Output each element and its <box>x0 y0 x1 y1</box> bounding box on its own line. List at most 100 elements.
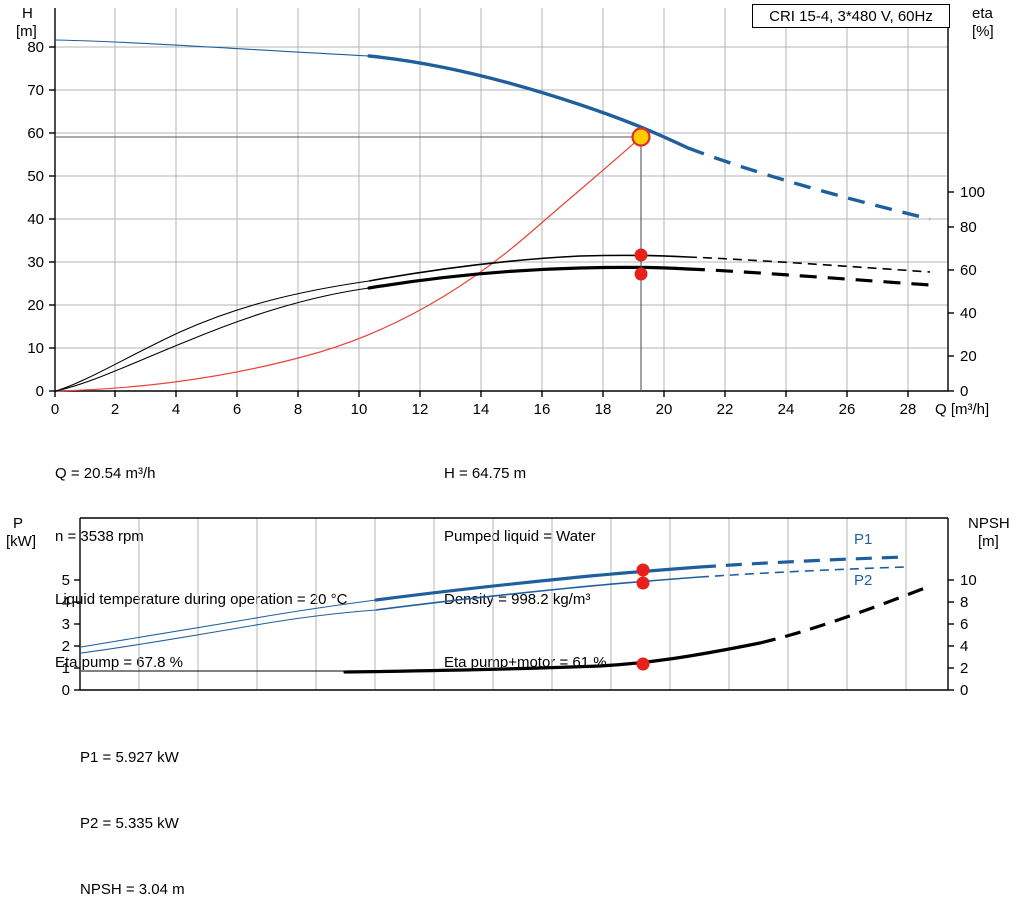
svg-text:0: 0 <box>36 383 44 400</box>
y-axis-ticks-left <box>49 46 55 392</box>
svg-text:4: 4 <box>172 401 180 418</box>
head-curve-thin <box>54 39 370 57</box>
pump-efficiency-dashed <box>687 256 931 273</box>
power-npsh: NPSH = 3.04 m <box>80 881 185 898</box>
duty-q: Q = 20.54 m³/h <box>55 465 156 482</box>
p1-curve-solid <box>374 565 702 602</box>
bottom-right-axis-unit: [m] <box>978 533 999 550</box>
efficiency-curve-red <box>55 136 642 392</box>
svg-text:60: 60 <box>960 262 977 279</box>
svg-text:5: 5 <box>62 572 70 589</box>
bottom-right-axis-name: NPSH <box>968 515 1010 532</box>
y-axis-ticks-right-bottom <box>948 579 954 691</box>
pump-motor-efficiency-thin <box>55 287 370 392</box>
head-curve-dashed <box>687 146 931 221</box>
svg-text:8: 8 <box>960 594 968 611</box>
top-left-axis-name: H <box>22 5 33 22</box>
svg-text:2: 2 <box>960 660 968 677</box>
y-axis-tick-labels-left-bottom: 0 1 2 3 4 5 <box>62 572 70 699</box>
duty-n: n = 3538 rpm <box>55 528 144 545</box>
svg-text:16: 16 <box>534 401 551 418</box>
top-left-axis-unit: [m] <box>16 23 37 40</box>
p1-curve-label: P1 <box>854 531 872 548</box>
duty-point-info-left: Q = 20.54 m³/h n = 3538 rpm Liquid tempe… <box>55 421 347 694</box>
svg-text:50: 50 <box>27 168 44 185</box>
pump-motor-efficiency-marker[interactable] <box>634 267 648 281</box>
svg-text:14: 14 <box>473 401 490 418</box>
svg-text:3: 3 <box>62 616 70 633</box>
svg-text:1: 1 <box>62 660 70 677</box>
power-info: P1 = 5.927 kW P2 = 5.335 kW NPSH = 3.04 … <box>80 703 185 923</box>
svg-text:0: 0 <box>960 682 968 699</box>
svg-text:20: 20 <box>656 401 673 418</box>
p1-curve-dashed <box>699 555 907 569</box>
p2-curve-thin <box>80 609 377 654</box>
power-npsh-chart: 0 1 2 3 4 5 0 2 4 6 8 10 P1 P2 P [kW] NP <box>6 515 1010 699</box>
svg-text:28: 28 <box>900 401 917 418</box>
y-axis-ticks-left-bottom <box>74 579 80 691</box>
svg-text:20: 20 <box>960 348 977 365</box>
npsh-curve-dashed <box>759 586 926 645</box>
pump-efficiency-marker[interactable] <box>634 248 648 262</box>
y-axis-ticks-right <box>948 191 954 392</box>
svg-text:100: 100 <box>960 184 985 201</box>
p2-curve-solid <box>375 576 701 611</box>
svg-text:0: 0 <box>51 401 59 418</box>
x-axis-label: Q [m³/h] <box>935 401 989 418</box>
x-axis-ticks <box>54 391 909 397</box>
duty-pumped-liquid: Pumped liquid = Water <box>444 528 596 545</box>
svg-text:8: 8 <box>294 401 302 418</box>
svg-text:26: 26 <box>839 401 856 418</box>
duty-eta-pump: Eta pump = 67.8 % <box>55 654 183 671</box>
svg-text:2: 2 <box>111 401 119 418</box>
svg-text:0: 0 <box>960 383 968 400</box>
p2-curve-label: P2 <box>854 572 872 589</box>
svg-text:24: 24 <box>778 401 795 418</box>
npsh-marker[interactable] <box>636 657 650 671</box>
pump-efficiency-thin <box>55 280 370 392</box>
p2-marker[interactable] <box>636 576 650 590</box>
p1-marker[interactable] <box>636 563 650 577</box>
svg-text:40: 40 <box>27 211 44 228</box>
svg-text:80: 80 <box>960 219 977 236</box>
svg-text:0: 0 <box>62 682 70 699</box>
model-title: CRI 15-4, 3*480 V, 60Hz <box>769 7 933 25</box>
pump-motor-efficiency-dashed <box>687 267 931 287</box>
svg-text:30: 30 <box>27 254 44 271</box>
duty-h: H = 64.75 m <box>444 465 527 482</box>
p1-curve-thin <box>80 599 377 648</box>
duty-point-info-right: H = 64.75 m Pumped liquid = Water Densit… <box>444 421 607 694</box>
svg-text:10: 10 <box>960 572 977 589</box>
top-right-axis-name: eta <box>972 5 994 22</box>
svg-text:4: 4 <box>62 594 70 611</box>
grid-lines-bottom <box>138 518 907 690</box>
x-axis-tick-labels: 0 2 4 6 8 10 12 14 16 18 20 22 24 26 28 <box>51 401 917 418</box>
bottom-left-axis-unit: [kW] <box>6 533 36 550</box>
duty-liquid-temp: Liquid temperature during operation = 20… <box>55 591 348 608</box>
y-axis-tick-labels-left: 0 10 20 30 40 50 60 70 80 <box>27 39 44 400</box>
duty-point-marker[interactable] <box>631 127 651 147</box>
pump-motor-efficiency-solid <box>367 265 690 290</box>
y-axis-tick-labels-right: 0 20 40 60 80 100 <box>960 184 985 400</box>
svg-text:10: 10 <box>351 401 368 418</box>
head-efficiency-chart: 0 10 20 30 40 50 60 70 80 0 20 40 60 80 … <box>16 5 994 418</box>
svg-text:4: 4 <box>960 638 968 655</box>
power-p1: P1 = 5.927 kW <box>80 749 179 766</box>
svg-text:80: 80 <box>27 39 44 56</box>
duty-point-guides <box>55 136 642 391</box>
pump-efficiency-solid <box>368 254 689 282</box>
p2-curve-dashed <box>699 566 907 578</box>
svg-text:22: 22 <box>717 401 734 418</box>
npsh-curve-solid <box>343 641 762 674</box>
head-curve-solid <box>367 54 690 150</box>
svg-text:60: 60 <box>27 125 44 142</box>
bottom-left-axis-name: P <box>13 515 23 532</box>
y-axis-tick-labels-right-bottom: 0 2 4 6 8 10 <box>960 572 977 699</box>
grid-lines <box>55 8 948 391</box>
svg-text:12: 12 <box>412 401 429 418</box>
svg-text:10: 10 <box>27 340 44 357</box>
svg-text:6: 6 <box>960 616 968 633</box>
svg-text:2: 2 <box>62 638 70 655</box>
axis-frame-bottom <box>79 517 949 691</box>
svg-text:6: 6 <box>233 401 241 418</box>
